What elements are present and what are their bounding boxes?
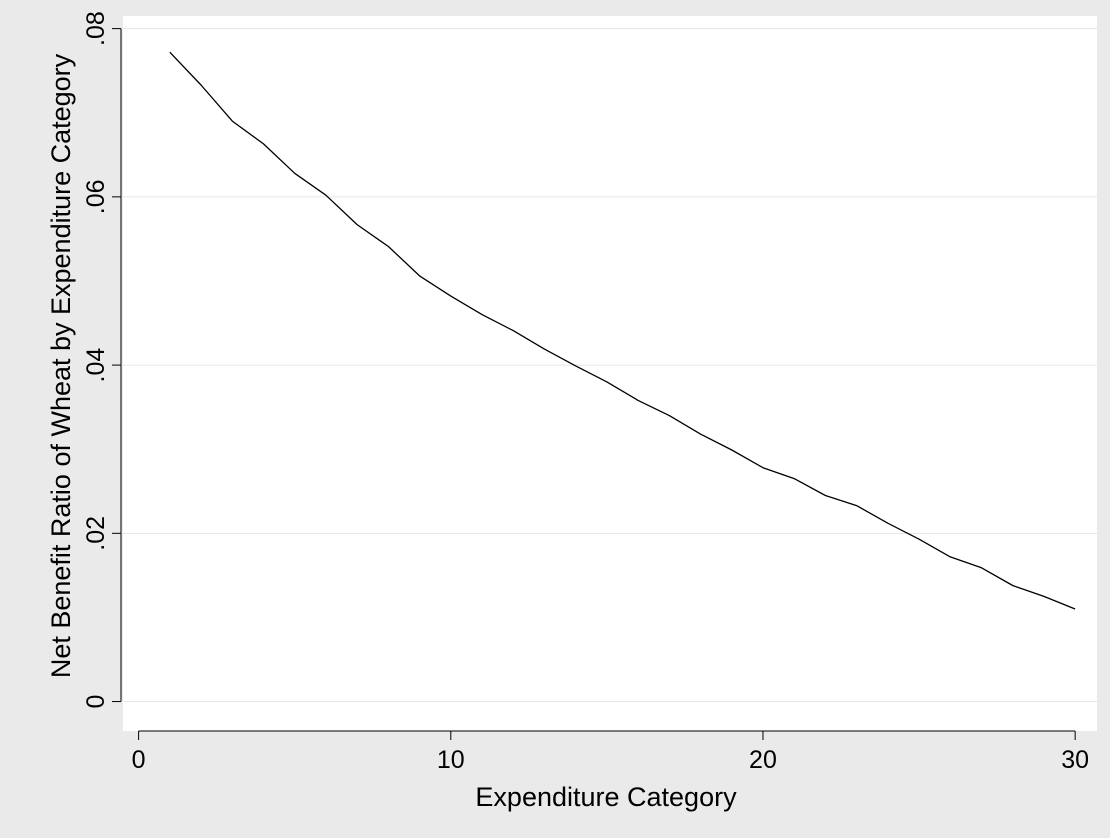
grid-lines: [123, 28, 1097, 703]
x-tick-label: 10: [437, 746, 465, 774]
y-tick-label: 0: [82, 695, 110, 709]
y-tick-label: .06: [82, 179, 110, 214]
x-tick-label: 30: [1061, 746, 1089, 774]
plot-area: [123, 16, 1097, 731]
axes: 0 .02 .04 .06 .08 0 10 20 30: [82, 11, 1089, 774]
y-tick-label: .08: [82, 11, 110, 46]
y-tick-label: .04: [82, 348, 110, 383]
series-line: [169, 51, 1076, 610]
y-axis-label: Net Benefit Ratio of Wheat by Expenditur…: [46, 53, 76, 678]
x-tick-label: 0: [132, 746, 146, 774]
x-tick-label: 20: [749, 746, 777, 774]
y-tick-label: .02: [82, 516, 110, 551]
x-axis-label: Expenditure Category: [475, 782, 737, 812]
series-layer: [169, 51, 1076, 610]
